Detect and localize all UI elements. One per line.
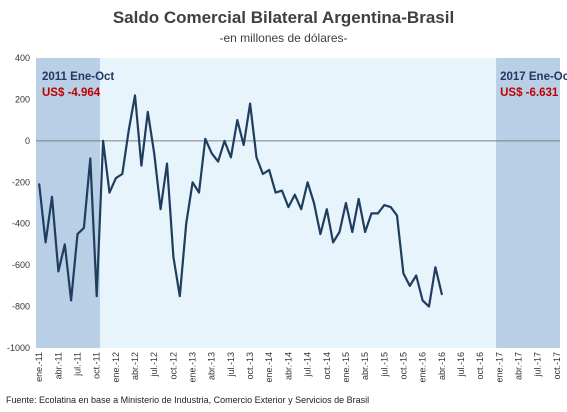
series-line [38,94,443,308]
x-tick-label: abr.-14 [283,352,293,380]
x-tick-label: abr.-15 [360,352,370,380]
y-tick-label: -800 [12,302,30,312]
x-tick-label: jul.-16 [456,352,466,378]
x-tick-label: jul.-13 [226,352,236,378]
x-tick-label: ene.-13 [188,352,198,383]
highlight-band-1 [36,58,100,348]
x-tick-label: abr.-17 [513,352,523,380]
x-tick-label: abr.-11 [53,352,63,379]
x-tick-label: ene.-14 [264,352,274,383]
x-tick-label: jul.-15 [379,352,389,378]
y-tick-label: 400 [15,53,30,63]
annotation-2011-value: US$ -4.964 [42,87,101,99]
chart-title: Saldo Comercial Bilateral Argentina-Bras… [112,8,455,27]
x-tick-label: abr.-13 [207,352,217,380]
x-tick-label: oct.-16 [475,352,485,380]
source-note: Fuente: Ecolatina en base a Ministerio d… [6,395,370,405]
x-tick-label: oct.-17 [552,352,562,380]
x-tick-label: jul.-14 [303,352,313,378]
x-tick-label: ene.-17 [494,352,504,383]
annotation-2017-period: 2017 Ene-Oct [500,71,567,83]
y-tick-label: 200 [15,94,30,104]
x-tick-label: oct.-14 [322,352,332,380]
annotation-2017-value: US$ -6.631 [500,87,559,99]
y-tick-label: -600 [12,260,30,270]
x-tick-label: jul.-12 [149,352,159,378]
x-tick-label: oct.-12 [168,352,178,380]
x-tick-label: jul.-11 [73,352,83,377]
y-tick-label: -200 [12,177,30,187]
x-tick-label: ene.-16 [418,352,428,383]
x-tick-label: oct.-15 [398,352,408,380]
chart-subtitle: -en millones de dólares- [219,31,348,45]
x-tick-label: jul.-17 [533,352,543,378]
y-tick-label: -1000 [7,343,30,353]
x-tick-label: oct.-13 [245,352,255,380]
x-tick-label: ene.-11 [34,352,44,382]
highlight-band-2 [496,58,560,348]
x-tick-label: ene.-15 [341,352,351,383]
x-tick-label: abr.-16 [437,352,447,380]
x-tick-label: ene.-12 [111,352,121,383]
y-tick-label: -400 [12,219,30,229]
annotation-2011-period: 2011 Ene-Oct [42,71,114,83]
y-tick-label: 0 [25,136,30,146]
x-tick-label: oct.-11 [92,352,102,379]
x-tick-label: abr.-12 [130,352,140,380]
